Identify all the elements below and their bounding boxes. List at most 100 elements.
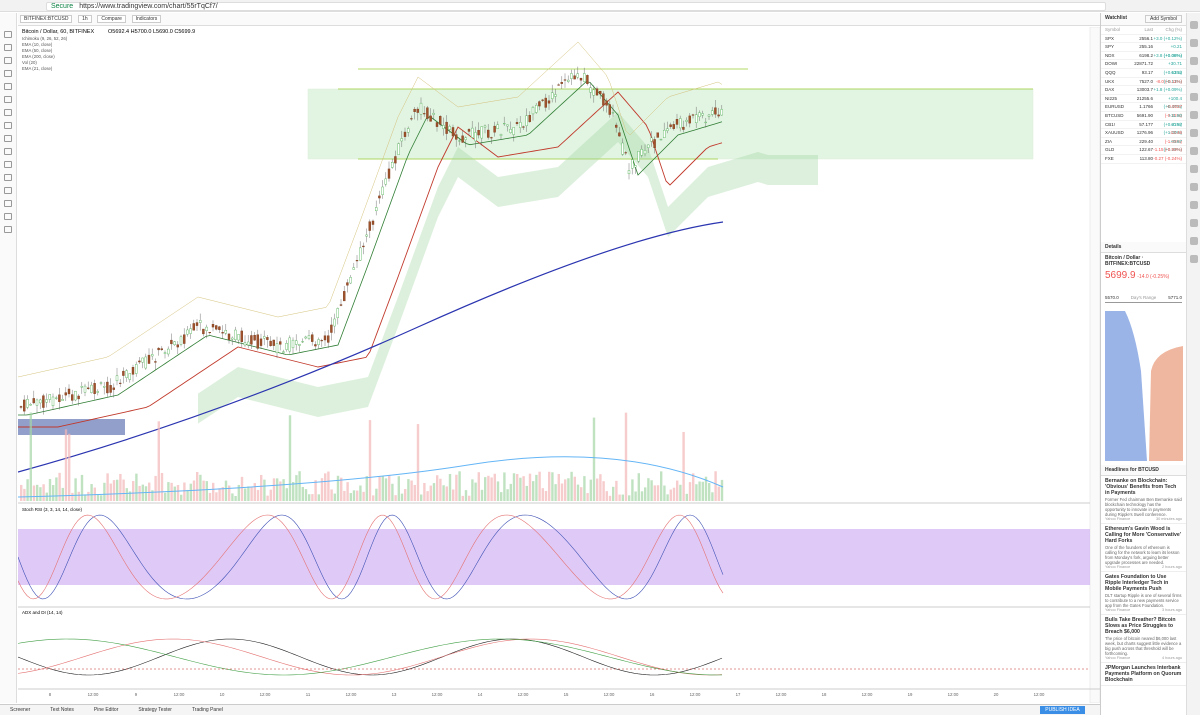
- last: 1.1766: [1139, 104, 1153, 110]
- tool-icon[interactable]: [4, 174, 12, 181]
- volume: [295, 475, 298, 501]
- news-item[interactable]: Bulls Take Breather? Bitcoin Slows as Pr…: [1101, 615, 1186, 663]
- volume: [122, 479, 125, 501]
- candle: [109, 385, 112, 393]
- volume: [32, 485, 36, 501]
- publish-button[interactable]: PUBLISH IDEA: [1040, 706, 1085, 714]
- tool-icon[interactable]: [4, 83, 12, 90]
- tool-icon[interactable]: [4, 213, 12, 220]
- news-item[interactable]: Ethereum's Gavin Wood is Calling for Mor…: [1101, 524, 1186, 572]
- volume: [404, 489, 407, 501]
- sidebar-icon[interactable]: [1190, 219, 1198, 227]
- watchlist-row[interactable]: NI225 21255.6 +100.4 (+0.47%): [1101, 95, 1186, 109]
- sidebar-icon[interactable]: [1190, 93, 1198, 101]
- change: -1.15 (-0.93%): [1153, 147, 1182, 153]
- watchlist-row[interactable]: ZIA 229.40 +0.67 (+0.29%): [1101, 138, 1186, 152]
- bottom-tab[interactable]: Trading Panel: [191, 707, 223, 713]
- add-symbol[interactable]: Add Symbol: [1145, 15, 1182, 23]
- indicators[interactable]: Indicators: [131, 15, 162, 23]
- candle: [147, 354, 151, 364]
- tool-icon[interactable]: [4, 122, 12, 129]
- sidebar-icon[interactable]: [1190, 165, 1198, 173]
- sidebar-icon[interactable]: [1190, 201, 1198, 209]
- volume: [176, 484, 180, 501]
- interval[interactable]: 1h: [78, 15, 92, 23]
- news-item[interactable]: Gates Foundation to Use Ripple Interledg…: [1101, 572, 1186, 615]
- cloud: [198, 112, 818, 447]
- symbol-box[interactable]: BITFINEX:BTCUSD: [20, 15, 73, 23]
- tool-icon[interactable]: [4, 57, 12, 64]
- tool-icon[interactable]: [4, 31, 12, 38]
- sidebar-icon[interactable]: [1190, 255, 1198, 263]
- stoch-line: [18, 514, 724, 600]
- last: 1276.96: [1136, 130, 1153, 136]
- watchlist-row[interactable]: BTCUSD 5691.90 +11.80 (+0.21%): [1101, 112, 1186, 127]
- candle: [666, 128, 669, 131]
- candle: [67, 388, 71, 395]
- candle: [547, 100, 551, 104]
- sidebar-icon[interactable]: [1190, 147, 1198, 155]
- sidebar-icon[interactable]: [1190, 75, 1198, 83]
- bottom-tab[interactable]: Text Notes: [50, 707, 74, 713]
- indicator-label: EMA (200, close): [22, 54, 55, 59]
- tool-icon[interactable]: [4, 187, 12, 194]
- tool-icon[interactable]: [4, 70, 12, 77]
- watchlist-row[interactable]: UKX 7527.0 -8.0 (-0.11%): [1101, 78, 1186, 87]
- sidebar-icon[interactable]: [1190, 111, 1198, 119]
- candle: [701, 113, 704, 116]
- tool-icon[interactable]: [4, 161, 12, 168]
- candle: [237, 334, 240, 341]
- watchlist-row[interactable]: EURUSD 1.1766 -0.0037 (-0.31%): [1101, 103, 1186, 118]
- volume: [519, 477, 522, 501]
- volume: [237, 484, 240, 501]
- volume: [420, 494, 423, 501]
- sidebar-icon[interactable]: [1190, 237, 1198, 245]
- volume: [36, 484, 39, 501]
- watchlist-row[interactable]: DOWI 22871.72 +30.71 (+0.13%): [1101, 60, 1186, 75]
- tool-icon[interactable]: [4, 135, 12, 142]
- sidebar-icon[interactable]: [1190, 39, 1198, 47]
- sidebar-icon[interactable]: [1190, 129, 1198, 137]
- sidebar-icon[interactable]: [1190, 21, 1198, 29]
- news-item[interactable]: Bernanke on Blockchain: 'Obvious' Benefi…: [1101, 476, 1186, 524]
- compare[interactable]: Compare: [97, 15, 126, 23]
- volume: [58, 472, 61, 501]
- volume: [189, 483, 192, 501]
- volume: [426, 491, 429, 501]
- candle: [304, 336, 307, 339]
- bottom-tab[interactable]: Pine Editor: [93, 707, 119, 713]
- change: +3.0 (+0.12%): [1153, 35, 1182, 41]
- volume: [640, 491, 644, 501]
- news-title: Ethereum's Gavin Wood is Calling for Mor…: [1105, 525, 1181, 544]
- watchlist-row[interactable]: DAX 13003.7 +1.8 (+0.09%): [1101, 86, 1186, 95]
- volume: [42, 484, 45, 501]
- candle: [211, 324, 215, 328]
- watchlist-row[interactable]: SPY 255.16 +0.21 (+0.08%): [1101, 43, 1186, 58]
- watchlist-row[interactable]: SPX 2556.1 +3.0 (+0.12%): [1101, 35, 1186, 44]
- candle: [464, 137, 467, 140]
- bottom-tab[interactable]: Screener: [10, 707, 31, 713]
- address-bar[interactable]: Secure https://www.tradingview.com/chart/…: [46, 2, 1106, 11]
- sidebar-icon[interactable]: [1190, 57, 1198, 65]
- candle: [624, 152, 627, 154]
- candle: [455, 134, 458, 140]
- tool-icon[interactable]: [4, 96, 12, 103]
- tool-icon[interactable]: [4, 148, 12, 155]
- tool-icon[interactable]: [4, 226, 12, 233]
- watchlist-row[interactable]: QQQ 93.17 +0.12 (+0.13%): [1101, 69, 1186, 84]
- sidebar-icon[interactable]: [1190, 183, 1198, 191]
- watchlist-row[interactable]: CB1! 57.177 +0.57 (+1.00%): [1101, 121, 1186, 135]
- watchlist-row[interactable]: GLD 122.67 -1.15 (-0.93%): [1101, 146, 1186, 155]
- secure-label: Secure: [51, 3, 74, 10]
- tool-icon[interactable]: [4, 44, 12, 51]
- symbol: BTCUSD: [1105, 112, 1124, 118]
- watchlist-row[interactable]: NDX 6198.2 +3.8 (+0.06%): [1101, 52, 1186, 61]
- tool-icon[interactable]: [4, 109, 12, 116]
- volume: [477, 472, 480, 501]
- tool-icon[interactable]: [4, 200, 12, 207]
- news-item[interactable]: JPMorgan Launches Interbank Payments Pla…: [1101, 663, 1186, 686]
- watchlist-row[interactable]: XAUUSD 1276.96 -13.46 (-1.05%): [1101, 129, 1186, 144]
- watchlist-row[interactable]: FXE 113.80 -0.27 (-0.24%): [1101, 155, 1186, 164]
- moving-average: [18, 91, 723, 428]
- bottom-tab[interactable]: Strategy Tester: [138, 707, 172, 713]
